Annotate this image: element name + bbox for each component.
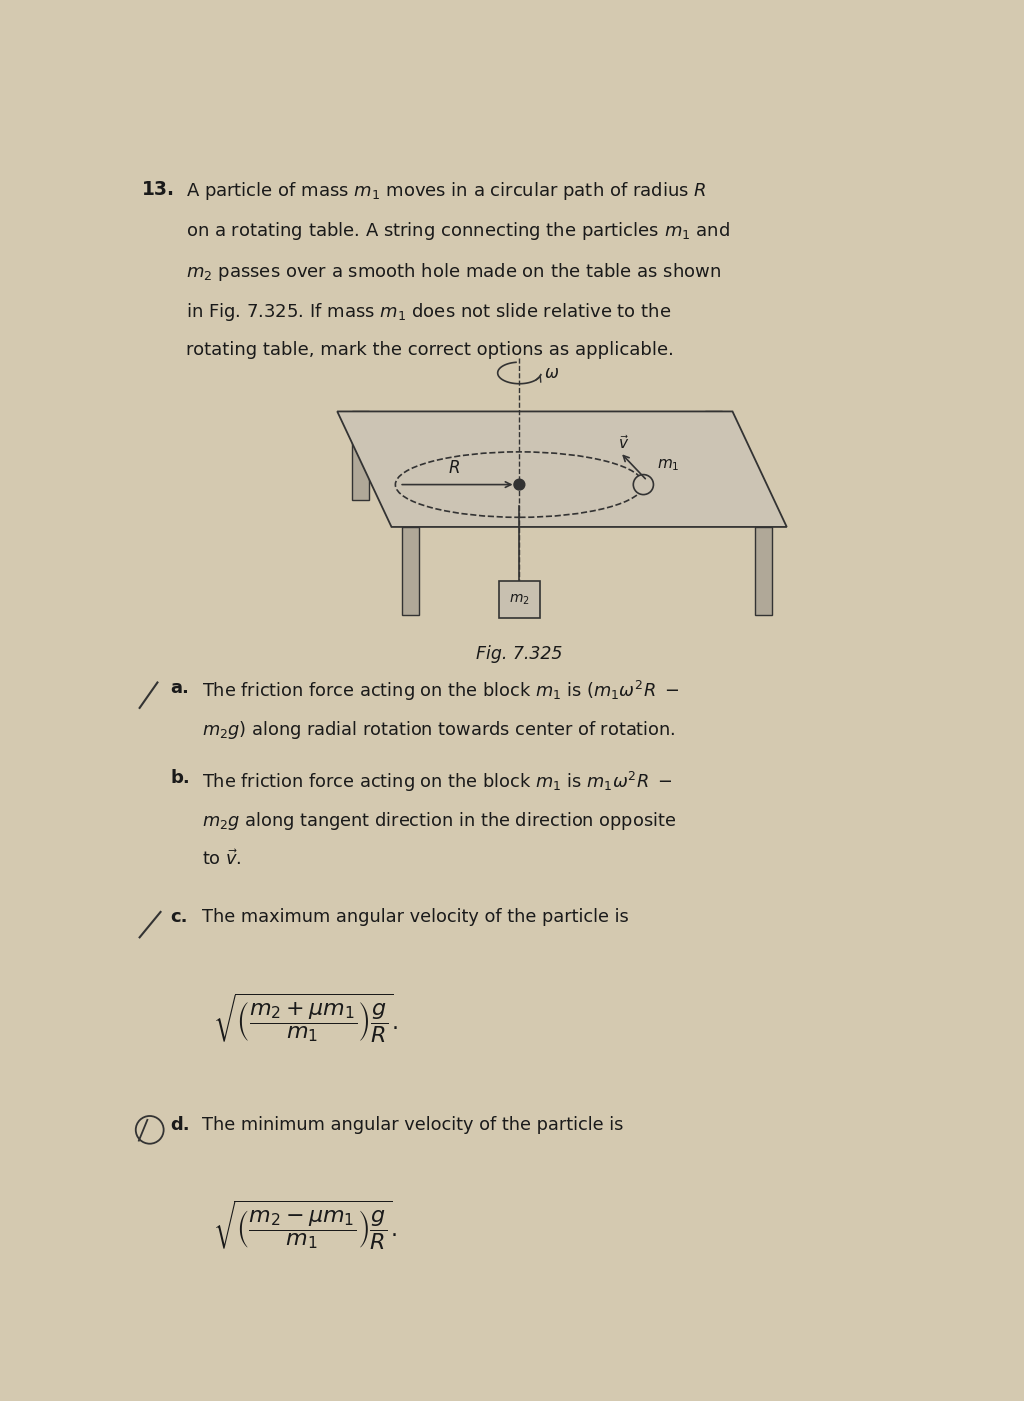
Text: $m_2$: $m_2$ (509, 593, 529, 607)
Text: $\sqrt{\left(\dfrac{m_2 - \mu m_1}{m_1}\right)\dfrac{g}{R}}.$: $\sqrt{\left(\dfrac{m_2 - \mu m_1}{m_1}\… (213, 1199, 397, 1252)
Text: 13.: 13. (142, 181, 175, 199)
Text: b.: b. (171, 769, 190, 787)
Polygon shape (337, 412, 786, 527)
Circle shape (514, 479, 524, 490)
Text: $\omega$: $\omega$ (544, 364, 559, 382)
Text: $m_2g$ along tangent direction in the direction opposite: $m_2g$ along tangent direction in the di… (202, 810, 676, 832)
Text: The friction force acting on the block $m_1$ is $m_1\omega^2R\ -$: The friction force acting on the block $… (202, 769, 673, 793)
Text: $\sqrt{\left(\dfrac{m_2 + \mu m_1}{m_1}\right)\dfrac{g}{R}}.$: $\sqrt{\left(\dfrac{m_2 + \mu m_1}{m_1}\… (213, 992, 398, 1045)
Text: $\vec{v}$: $\vec{v}$ (618, 434, 630, 453)
Text: on a rotating table. A string connecting the particles $m_1$ and: on a rotating table. A string connecting… (186, 220, 730, 242)
Text: in Fig. 7.325. If mass $m_1$ does not slide relative to the: in Fig. 7.325. If mass $m_1$ does not sl… (186, 301, 672, 322)
Text: $m_2$ passes over a smooth hole made on the table as shown: $m_2$ passes over a smooth hole made on … (186, 261, 721, 283)
Text: rotating table, mark the correct options as applicable.: rotating table, mark the correct options… (186, 340, 674, 359)
Polygon shape (402, 527, 420, 615)
Circle shape (633, 475, 653, 495)
Text: d.: d. (171, 1117, 190, 1133)
Polygon shape (705, 412, 722, 500)
Text: The maximum angular velocity of the particle is: The maximum angular velocity of the part… (202, 908, 629, 926)
Bar (500, 581, 540, 618)
Text: c.: c. (171, 908, 188, 926)
Text: a.: a. (171, 678, 189, 696)
Text: The friction force acting on the block $m_1$ is $(m_1\omega^2R\ -$: The friction force acting on the block $… (202, 678, 679, 703)
Text: A particle of mass $m_1$ moves in a circular path of radius $R$: A particle of mass $m_1$ moves in a circ… (186, 181, 707, 202)
Text: The minimum angular velocity of the particle is: The minimum angular velocity of the part… (202, 1117, 623, 1133)
Text: $m_2g)$ along radial rotation towards center of rotation.: $m_2g)$ along radial rotation towards ce… (202, 719, 676, 741)
Polygon shape (755, 527, 772, 615)
Text: $R$: $R$ (447, 460, 460, 476)
Polygon shape (352, 412, 369, 500)
Text: Fig. 7.325: Fig. 7.325 (476, 644, 562, 663)
Text: to $\vec{v}$.: to $\vec{v}$. (202, 849, 242, 870)
Text: $m_1$: $m_1$ (656, 457, 679, 474)
